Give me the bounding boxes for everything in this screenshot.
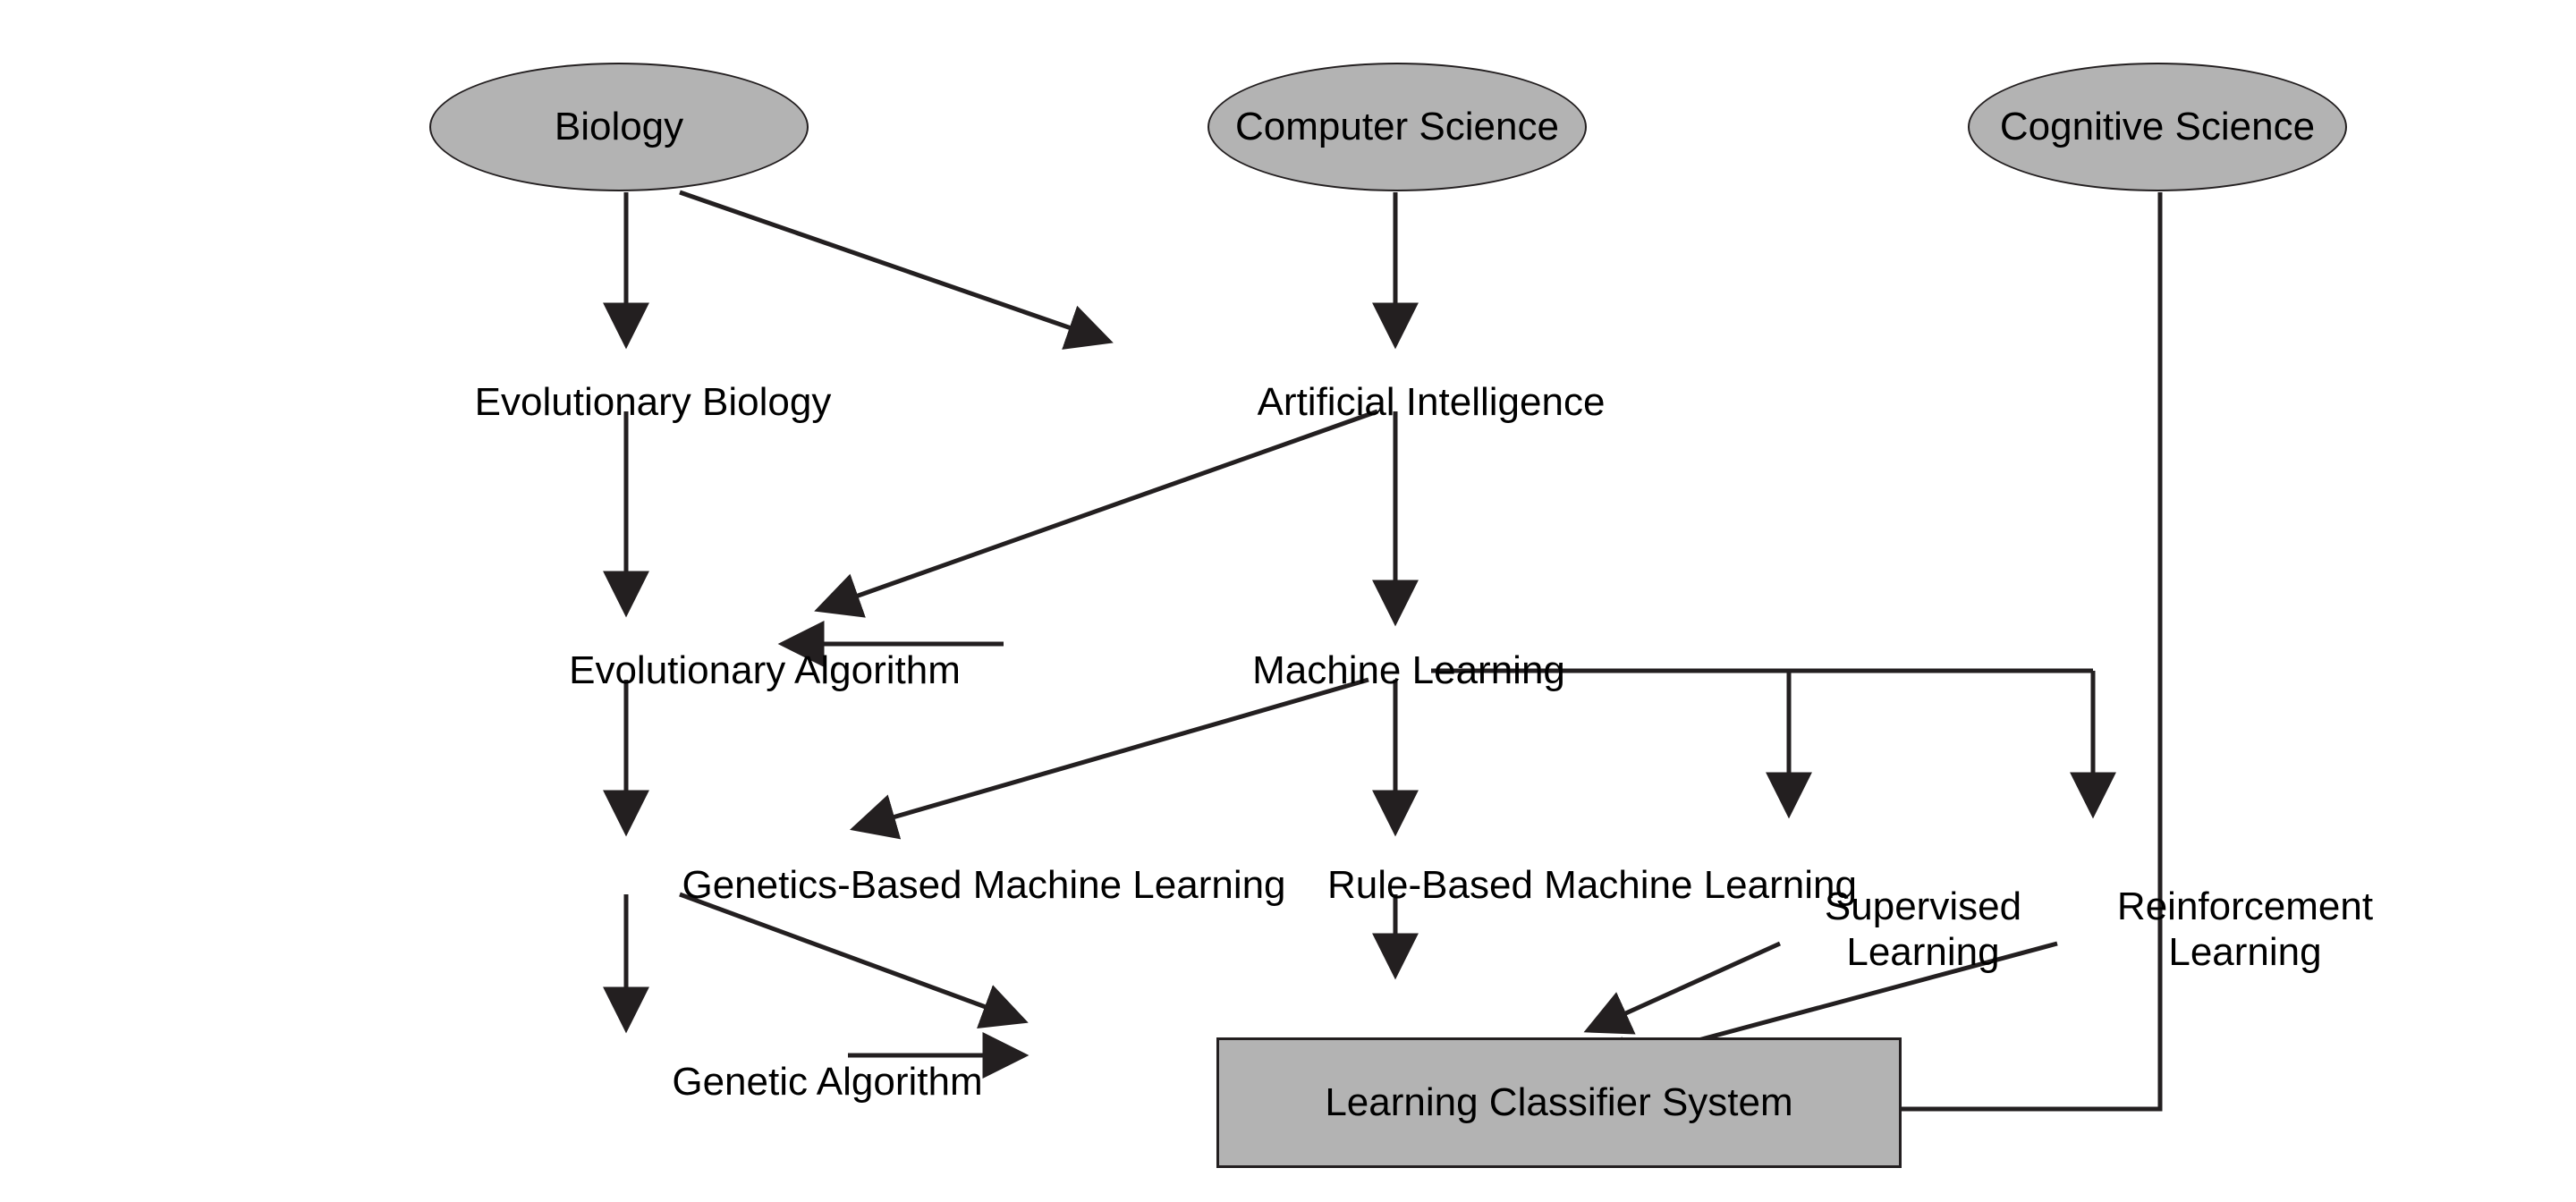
edge [680,894,1020,1020]
node-ai: Artificial Intelligence [1208,376,1655,429]
node-lcs: Learning Classifier System [1216,1037,1902,1168]
node-rl: Reinforcement Learning [2093,876,2397,984]
node-biology: Biology [429,63,809,191]
edge [859,680,1368,827]
diagram-stage: Biology Computer Science Cognitive Science… [0,0,2576,1202]
node-supl: Supervised Learning [1789,876,2057,984]
node-cs: Computer Science [1208,63,1587,191]
edge [823,411,1377,608]
edge [680,192,1105,340]
node-cogsci: Cognitive Science [1968,63,2347,191]
node-evobio: Evolutionary Biology [429,376,877,429]
node-gbml: Genetics-Based Machine Learning [626,859,1342,912]
node-ga: Genetic Algorithm [626,1055,1029,1109]
node-ml: Machine Learning [1208,644,1610,698]
node-evoalg: Evolutionary Algorithm [519,644,1011,698]
edge [1592,944,1780,1028]
